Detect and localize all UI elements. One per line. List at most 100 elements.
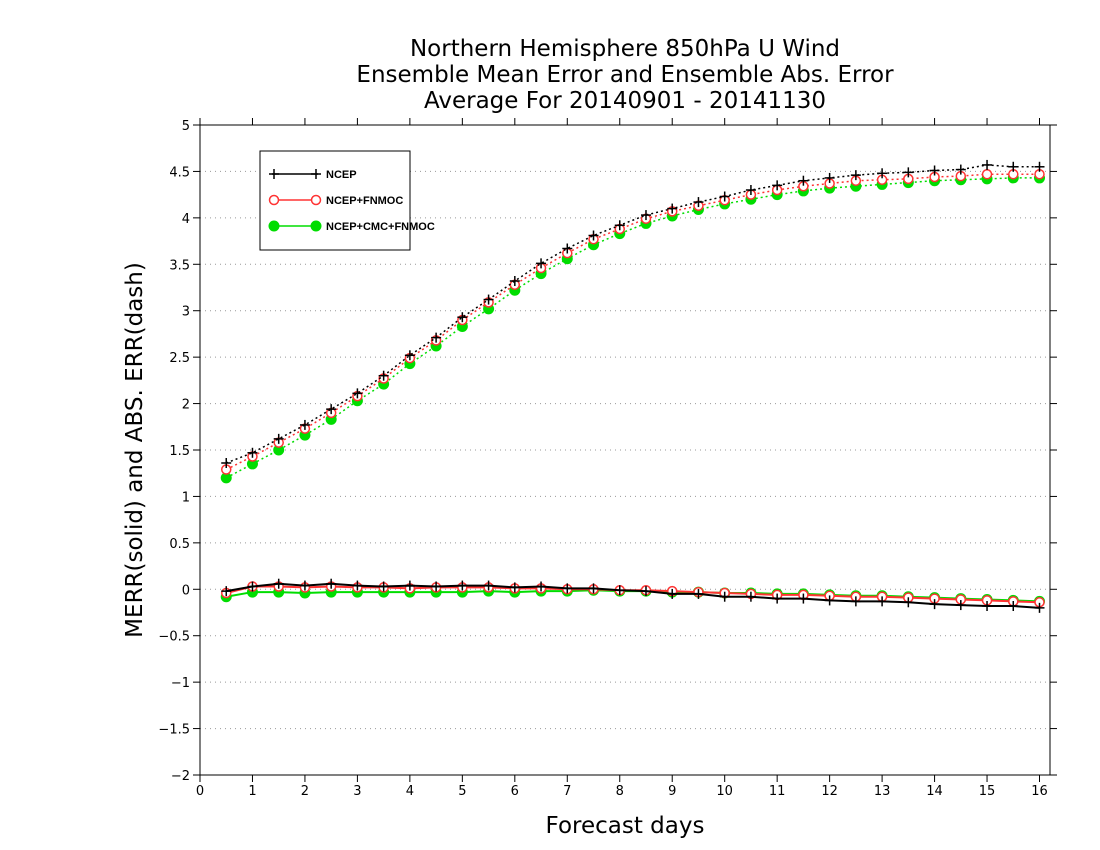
series-ncep-abs-err-point [273, 433, 284, 444]
legend-marker-ncep-cmc-fnmoc [310, 220, 322, 232]
series-ncep-mean-err-point [431, 581, 442, 592]
series-ncep-mean-err-point [667, 588, 678, 599]
legend-marker-ncep-fnmoc [268, 194, 280, 206]
legend-label-ncep: NCEP [326, 169, 357, 181]
x-tick-label: 1 [248, 784, 256, 799]
x-tick-label: 10 [716, 784, 733, 799]
series-ncep-mean-err-point [719, 591, 730, 602]
series-ncep-mean-err-point [273, 578, 284, 589]
chart-title-line-3: Average For 20140901 - 20141130 [423, 88, 827, 114]
series-ncep-abs-err-point [614, 220, 625, 231]
series-ncep-abs-err-point [352, 388, 363, 399]
series-ncep-mean-err-point [536, 581, 547, 592]
x-tick-label: 8 [616, 784, 624, 799]
x-tick-label: 13 [874, 784, 891, 799]
series-ncep-mean-err-point [982, 601, 993, 611]
series-ncep-mean-err-point [824, 595, 835, 606]
series-ncep-mean-err-point [509, 582, 520, 593]
y-tick-label: 5 [182, 119, 190, 134]
x-tick-label: 0 [196, 784, 204, 799]
series-ncep-abs-err-point [431, 332, 442, 343]
series-ncep-abs-err-point [483, 294, 494, 305]
series-ncep-mean-err-point [483, 580, 494, 591]
series-ncep-abs-err-point [457, 312, 468, 323]
x-tick-label: 4 [406, 784, 414, 799]
series-ncep-mean-err-point [693, 588, 704, 599]
series-ncep-abs-err-point [955, 164, 966, 175]
series-lines [220, 159, 1046, 613]
x-tick-label: 5 [458, 784, 466, 799]
series-ncep-abs-err-point [667, 203, 678, 214]
series-ncep-mean-err-point [798, 593, 809, 604]
series-ncep-abs-err-point [562, 243, 573, 254]
series-ncep-abs-err-point [404, 350, 415, 361]
series-ncep-abs-err-point [772, 180, 783, 191]
series-ncep-abs-err-point [1034, 161, 1045, 172]
series-ncep-abs-err-point [378, 370, 389, 381]
series-ncep-abs-err-point [640, 210, 651, 221]
series-ncep-abs-err-point [877, 168, 888, 179]
x-tick-label: 14 [926, 784, 943, 799]
series-ncep-abs-err-point [798, 175, 809, 186]
legend-marker-ncep [269, 169, 279, 179]
series-ncep-mean-err-point [221, 586, 232, 597]
series-ncep-mean-err-point [850, 596, 861, 607]
series-ncep-abs-err-point [850, 170, 861, 181]
y-tick-label: 2.5 [169, 351, 190, 366]
legend-label-ncep-fnmoc: NCEP+FNMOC [326, 195, 403, 207]
series-ncep-abs-err-point [221, 458, 232, 468]
chart-title-line-2: Ensemble Mean Error and Ensemble Abs. Er… [356, 62, 894, 88]
series-ncep-mean-err-point [588, 583, 599, 594]
y-tick-label: −2 [171, 769, 190, 784]
series-ncep-cmc-fnmoc-mean-err-line [226, 589, 1040, 603]
x-tick-label: 3 [353, 784, 361, 799]
series-ncep-mean-err-point [903, 597, 914, 608]
legend: NCEP NCEP+FNMOC NCEP+CMC+FNMOC [259, 150, 435, 251]
series-ncep-abs-err-point [536, 258, 547, 269]
x-tick-label: 2 [301, 784, 309, 799]
series-ncep-abs-err-point [693, 197, 704, 208]
series-ncep-mean-err-point [877, 596, 888, 607]
y-tick-label: 3.5 [169, 258, 190, 273]
series-ncep-mean-err-point [247, 581, 258, 592]
x-tick-label: 12 [821, 784, 838, 799]
series-ncep-mean-err-point [378, 581, 389, 592]
series-ncep-mean-err-point [1034, 602, 1045, 613]
y-tick-label: 2 [182, 398, 190, 413]
y-tick-label: −1 [171, 676, 190, 691]
series-ncep-mean-err-point [1008, 601, 1019, 611]
series-ncep-mean-err-point [640, 586, 651, 597]
series-ncep-abs-err-point [903, 167, 914, 178]
x-tick-label: 11 [769, 784, 786, 799]
series-ncep-abs-err-point [745, 185, 756, 195]
legend-marker-ncep [311, 169, 321, 179]
series-ncep-abs-err-point [824, 172, 835, 183]
series-ncep-fnmoc-abs-err-point [981, 168, 993, 180]
series-ncep-abs-err-point [509, 276, 520, 286]
series-ncep-abs-err-point [299, 419, 310, 430]
series-ncep-abs-err-point [1008, 161, 1019, 172]
series-ncep-mean-err-point [562, 583, 573, 594]
legend-marker-ncep-fnmoc [310, 194, 322, 206]
series-ncep-mean-err-point [326, 578, 337, 589]
x-tick-label: 15 [979, 784, 996, 799]
y-axis-title: MERR(solid) and ABS. ERR(dash) [122, 262, 148, 638]
chart-title-line-1: Northern Hemisphere 850hPa U Wind [409, 36, 841, 62]
x-tick-label: 6 [511, 784, 519, 799]
y-tick-label: −1.5 [158, 723, 190, 738]
legend-items: NCEP NCEP+FNMOC NCEP+CMC+FNMOC [268, 169, 435, 233]
x-tick-label: 7 [563, 784, 571, 799]
series-ncep-mean-err-point [457, 580, 468, 591]
y-tick-label: 0 [182, 583, 190, 598]
x-axis-title: Forecast days [546, 813, 705, 839]
legend-marker-ncep-cmc-fnmoc [268, 220, 280, 232]
x-tick-label: 9 [668, 784, 676, 799]
series-ncep-mean-err-point [772, 593, 783, 604]
y-tick-label: 4.5 [169, 165, 190, 180]
y-tick-label: −0.5 [158, 630, 190, 645]
series-ncep-abs-err-point [929, 165, 940, 176]
series-ncep-mean-err-point [614, 585, 625, 596]
series-ncep-abs-err-point [588, 230, 599, 241]
series-ncep-mean-err-point [404, 580, 415, 591]
